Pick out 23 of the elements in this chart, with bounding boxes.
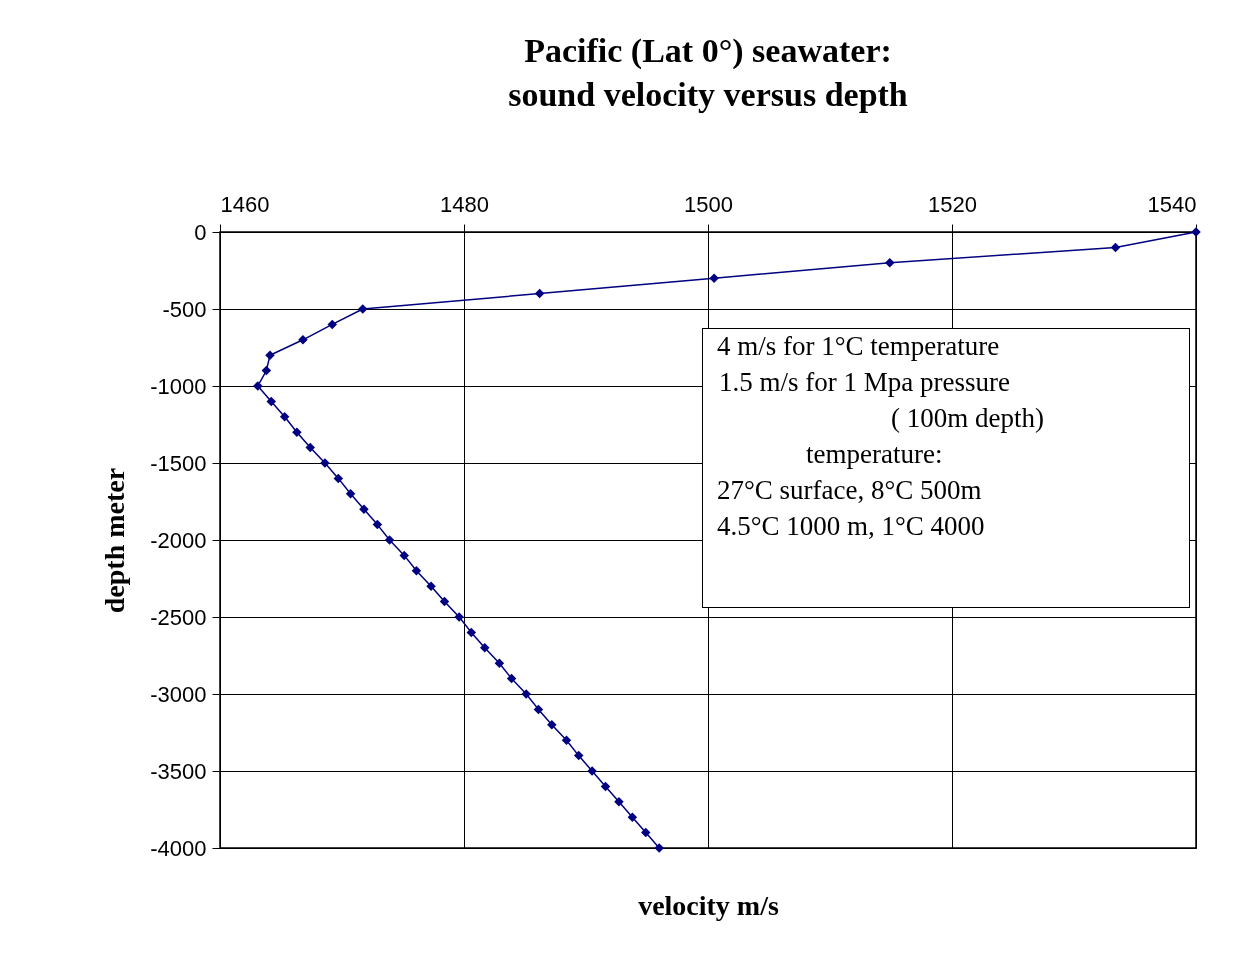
x-tick-label: 1540 bbox=[1147, 191, 1197, 217]
chart-title: Pacific (Lat 0°) seawater: sound velocity versus depth bbox=[508, 32, 908, 113]
annotation: 4.5°C 1000 m, 1°C 4000 bbox=[717, 511, 985, 541]
y-tick-label: -3000 bbox=[150, 681, 207, 707]
y-axis-title: depth meter bbox=[99, 467, 131, 614]
y-tick-label: -1000 bbox=[150, 373, 207, 399]
annotation: ( 100m depth) bbox=[891, 403, 1044, 433]
x-axis-title: velocity m/s bbox=[638, 889, 779, 921]
y-tick-label: -2500 bbox=[150, 604, 207, 630]
x-tick-label: 1480 bbox=[440, 191, 489, 217]
x-tick-label: 1460 bbox=[220, 191, 270, 217]
y-tick-label: -3500 bbox=[150, 758, 207, 784]
annotation: 4 m/s for 1°C temperature bbox=[717, 331, 1000, 361]
y-tick-label: -4000 bbox=[150, 835, 207, 861]
x-tick-label: 1520 bbox=[928, 191, 977, 217]
annotation: 27°C surface, 8°C 500m bbox=[717, 475, 982, 505]
annotation: temperature: bbox=[806, 439, 943, 469]
y-tick-label: -500 bbox=[162, 296, 207, 322]
y-tick-label: 0 bbox=[194, 219, 207, 245]
annotation: 1.5 m/s for 1 Mpa pressure bbox=[719, 367, 1010, 397]
y-tick-label: -2000 bbox=[150, 527, 207, 553]
x-tick-label: 1500 bbox=[684, 191, 733, 217]
y-tick-label: -1500 bbox=[150, 450, 207, 476]
